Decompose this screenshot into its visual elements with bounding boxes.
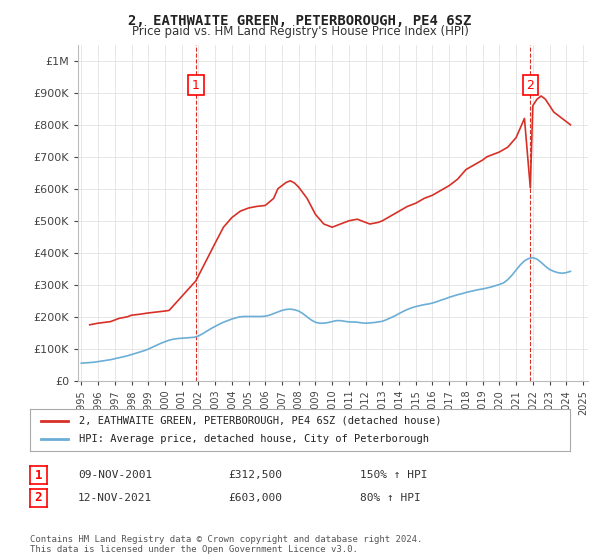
Text: 2: 2 — [35, 491, 42, 505]
Text: 12-NOV-2021: 12-NOV-2021 — [78, 493, 152, 503]
Text: 09-NOV-2001: 09-NOV-2001 — [78, 470, 152, 480]
Text: 2: 2 — [526, 78, 534, 92]
Text: £312,500: £312,500 — [228, 470, 282, 480]
Text: Contains HM Land Registry data © Crown copyright and database right 2024.
This d: Contains HM Land Registry data © Crown c… — [30, 535, 422, 554]
Text: 1: 1 — [192, 78, 200, 92]
Text: 2, EATHWAITE GREEN, PETERBOROUGH, PE4 6SZ (detached house): 2, EATHWAITE GREEN, PETERBOROUGH, PE4 6S… — [79, 416, 441, 426]
Text: £603,000: £603,000 — [228, 493, 282, 503]
Text: 80% ↑ HPI: 80% ↑ HPI — [360, 493, 421, 503]
Text: Price paid vs. HM Land Registry's House Price Index (HPI): Price paid vs. HM Land Registry's House … — [131, 25, 469, 38]
Text: 150% ↑ HPI: 150% ↑ HPI — [360, 470, 427, 480]
Text: 1: 1 — [35, 469, 42, 482]
Text: HPI: Average price, detached house, City of Peterborough: HPI: Average price, detached house, City… — [79, 434, 428, 444]
Text: 2, EATHWAITE GREEN, PETERBOROUGH, PE4 6SZ: 2, EATHWAITE GREEN, PETERBOROUGH, PE4 6S… — [128, 14, 472, 28]
